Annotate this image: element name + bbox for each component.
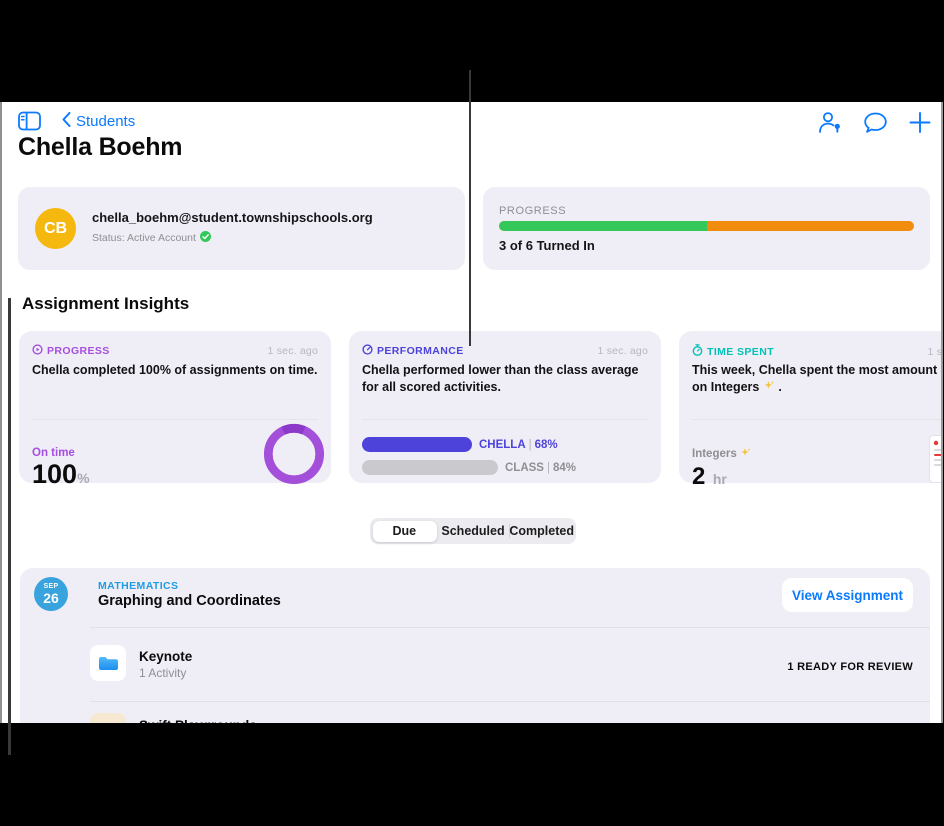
- assignment-subject: MATHEMATICS: [98, 580, 179, 592]
- person-badge-icon[interactable]: [817, 111, 844, 139]
- active-check-icon: [199, 231, 211, 245]
- insight-body: Chella completed 100% of assignments on …: [32, 363, 318, 377]
- chella-score-bar: [362, 437, 472, 452]
- segment-divider: [509, 524, 510, 538]
- chella-score-label: CHELLA | 68%: [479, 439, 558, 451]
- tab-completed[interactable]: Completed: [509, 524, 574, 538]
- divider: [32, 419, 318, 420]
- selected-tab-pill: [373, 520, 437, 542]
- ready-for-review-badge: 1 READY FOR REVIEW: [787, 661, 913, 673]
- progress-label: PROGRESS: [499, 205, 567, 217]
- avatar-initials: CB: [43, 219, 68, 237]
- metric-unit: hr: [712, 471, 727, 487]
- page-title: Chella Boehm: [18, 133, 183, 161]
- row-divider: [90, 627, 930, 628]
- insight-body: This week, Chella spent the most amount …: [692, 362, 941, 395]
- progress-insight-icon: [32, 344, 43, 358]
- insight-label: PERFORMANCE: [377, 345, 464, 357]
- bar-value: 68%: [534, 439, 558, 451]
- activity-name: Swift Playgrounds: [139, 718, 257, 723]
- student-status: Status: Active Account: [92, 231, 211, 245]
- activity-thumbnail: [929, 435, 941, 483]
- swift-playgrounds-icon: [90, 713, 126, 723]
- insight-timestamp: 1 sec. ago: [597, 345, 648, 357]
- bar-value: 84%: [552, 462, 577, 474]
- divider: [692, 419, 941, 420]
- sparkle-icon: [740, 447, 751, 461]
- performance-insight-icon: [362, 344, 373, 358]
- time-spent-insight-icon: [692, 344, 703, 359]
- view-assignment-button[interactable]: View Assignment: [782, 578, 913, 612]
- insight-card-time-spent: TIME SPENT 1 sec. ago This week, Chella …: [679, 331, 943, 490]
- insight-timestamp: 1 sec. ago: [927, 345, 943, 358]
- due-date-badge: SEP 26: [34, 577, 68, 611]
- folder-icon: [90, 645, 126, 681]
- bar-separator: |: [528, 439, 532, 451]
- avatar: CB: [35, 208, 76, 249]
- student-email: chella_boehm@student.townshipschools.org: [92, 210, 373, 225]
- insight-body-text: This week, Chella spent the most amount …: [692, 363, 941, 394]
- sidebar-toggle-icon[interactable]: [18, 111, 41, 136]
- bar-name: CLASS: [505, 462, 544, 474]
- status-text: Status: Active Account: [92, 232, 196, 244]
- divider: [362, 419, 648, 420]
- schoolwork-app-window: Students Chella Boehm CB: [0, 102, 943, 723]
- sparkle-icon: [763, 380, 778, 394]
- section-heading-insights: Assignment Insights: [22, 294, 190, 313]
- insight-body: Chella performed lower than the class av…: [362, 363, 639, 394]
- assignment-list-card: SEP 26 MATHEMATICS Graphing and Coordina…: [20, 568, 930, 723]
- class-score-bar: [362, 460, 498, 475]
- tab-due[interactable]: Due: [392, 524, 417, 538]
- insight-label: TIME SPENT: [707, 345, 775, 358]
- insight-card-performance: PERFORMANCE 1 sec. ago Chella performed …: [349, 331, 661, 483]
- class-score-label: CLASS | 84%: [505, 462, 576, 474]
- metric-number: 100: [32, 459, 78, 489]
- bar-name: CHELLA: [479, 439, 526, 451]
- metric-value: 100%: [32, 459, 90, 490]
- student-info-card: CB chella_boehm@student.townshipschools.…: [18, 187, 465, 270]
- insight-timestamp: 1 sec. ago: [267, 345, 318, 357]
- assignment-title: Graphing and Coordinates: [98, 593, 281, 609]
- progress-bar: [499, 221, 914, 231]
- back-label: Students: [76, 113, 136, 130]
- activity-name: Keynote: [139, 649, 193, 664]
- metric-label: On time: [32, 447, 75, 459]
- insight-label: PROGRESS: [47, 345, 110, 357]
- chat-bubble-icon[interactable]: [863, 111, 888, 139]
- callout-line-insights: [8, 298, 11, 755]
- progress-bar-fill: [499, 221, 707, 231]
- metric-label: Integers: [692, 447, 751, 461]
- metric-unit: %: [77, 470, 90, 486]
- metric-value: 2 hr: [692, 460, 727, 491]
- bar-separator: |: [546, 462, 550, 474]
- activity-detail: 1 Activity: [139, 666, 187, 680]
- on-time-donut-chart: [263, 423, 325, 490]
- insight-body-period: .: [778, 379, 782, 394]
- metric-number: 2: [692, 463, 706, 490]
- callout-line-performance: [469, 70, 471, 346]
- date-month: SEP: [43, 583, 59, 590]
- progress-summary-card: PROGRESS 3 of 6 Turned In: [483, 187, 930, 270]
- metric-label-text: Integers: [692, 448, 737, 460]
- assignment-filter-tabs: Due Scheduled Completed: [370, 518, 576, 544]
- plus-icon[interactable]: [908, 111, 932, 139]
- row-divider: [90, 701, 930, 702]
- date-day: 26: [43, 590, 59, 606]
- progress-summary-text: 3 of 6 Turned In: [499, 238, 595, 253]
- chevron-left-icon: [62, 112, 71, 131]
- insight-card-progress: PROGRESS 1 sec. ago Chella completed 100…: [19, 331, 331, 489]
- back-to-students[interactable]: Students: [62, 112, 135, 131]
- tab-scheduled[interactable]: Scheduled: [441, 524, 505, 538]
